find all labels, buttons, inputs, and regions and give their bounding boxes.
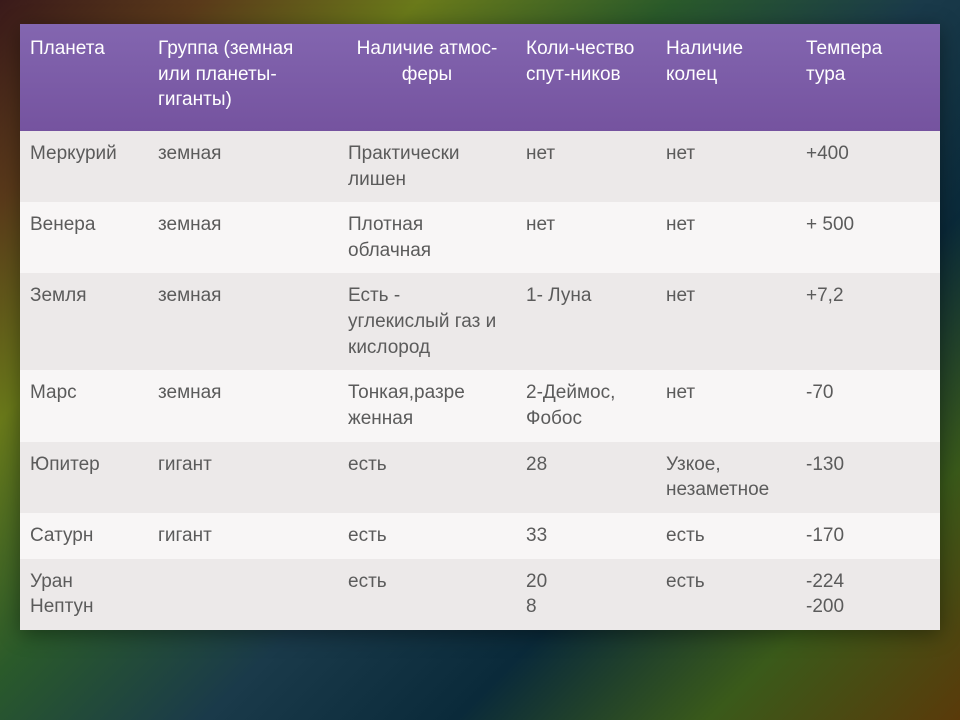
cell-moons: нет [516,131,656,202]
col-temp: Темпера тура [796,24,940,131]
cell-planet: Сатурн [20,513,148,559]
cell-moons: 20 8 [516,559,656,630]
table-row: Юпитер гигант есть 28 Узкое, незаметное … [20,442,940,513]
cell-temp: -70 [796,370,940,441]
table-row: Венера земная Плотная облачная нет нет +… [20,202,940,273]
table-row: Меркурий земная Практически лишен нет не… [20,131,940,202]
cell-group: гигант [148,513,338,559]
col-rings: Наличие колец [656,24,796,131]
cell-moons: 1- Луна [516,273,656,370]
cell-rings: нет [656,370,796,441]
cell-temp: -224 -200 [796,559,940,630]
cell-atmosphere: Тонкая,разре женная [338,370,516,441]
cell-group: гигант [148,442,338,513]
cell-atmosphere: есть [338,513,516,559]
table-body: Меркурий земная Практически лишен нет не… [20,131,940,630]
cell-atmosphere: Есть - углекислый газ и кислород [338,273,516,370]
col-group: Группа (земная или планеты-гиганты) [148,24,338,131]
header-row: Планета Группа (земная или планеты-гиган… [20,24,940,131]
cell-temp: -130 [796,442,940,513]
table-row: Земля земная Есть - углекислый газ и кис… [20,273,940,370]
cell-planet: Меркурий [20,131,148,202]
cell-planet: Венера [20,202,148,273]
cell-planet: Земля [20,273,148,370]
cell-atmosphere: Плотная облачная [338,202,516,273]
cell-group: земная [148,131,338,202]
cell-rings: есть [656,513,796,559]
table-row: Сатурн гигант есть 33 есть -170 [20,513,940,559]
cell-planet: Уран Нептун [20,559,148,630]
cell-rings: есть [656,559,796,630]
cell-moons: 2-Деймос, Фобос [516,370,656,441]
cell-rings: нет [656,273,796,370]
cell-temp: +400 [796,131,940,202]
cell-atmosphere: есть [338,442,516,513]
cell-atmosphere: Практически лишен [338,131,516,202]
cell-planet: Юпитер [20,442,148,513]
cell-temp: + 500 [796,202,940,273]
cell-temp: -170 [796,513,940,559]
table-header: Планета Группа (земная или планеты-гиган… [20,24,940,131]
cell-group: земная [148,370,338,441]
cell-rings: Узкое, незаметное [656,442,796,513]
cell-group [148,559,338,630]
cell-moons: 28 [516,442,656,513]
table-row: Уран Нептун есть 20 8 есть -224 -200 [20,559,940,630]
cell-moons: нет [516,202,656,273]
cell-group: земная [148,202,338,273]
cell-rings: нет [656,202,796,273]
col-atmosphere: Наличие атмос- феры [338,24,516,131]
cell-moons: 33 [516,513,656,559]
cell-temp: +7,2 [796,273,940,370]
cell-atmosphere: есть [338,559,516,630]
col-planet: Планета [20,24,148,131]
col-moons: Коли-чество спут-ников [516,24,656,131]
cell-planet: Марс [20,370,148,441]
cell-group: земная [148,273,338,370]
table-row: Марс земная Тонкая,разре женная 2-Деймос… [20,370,940,441]
planets-table: Планета Группа (земная или планеты-гиган… [20,24,940,630]
cell-rings: нет [656,131,796,202]
